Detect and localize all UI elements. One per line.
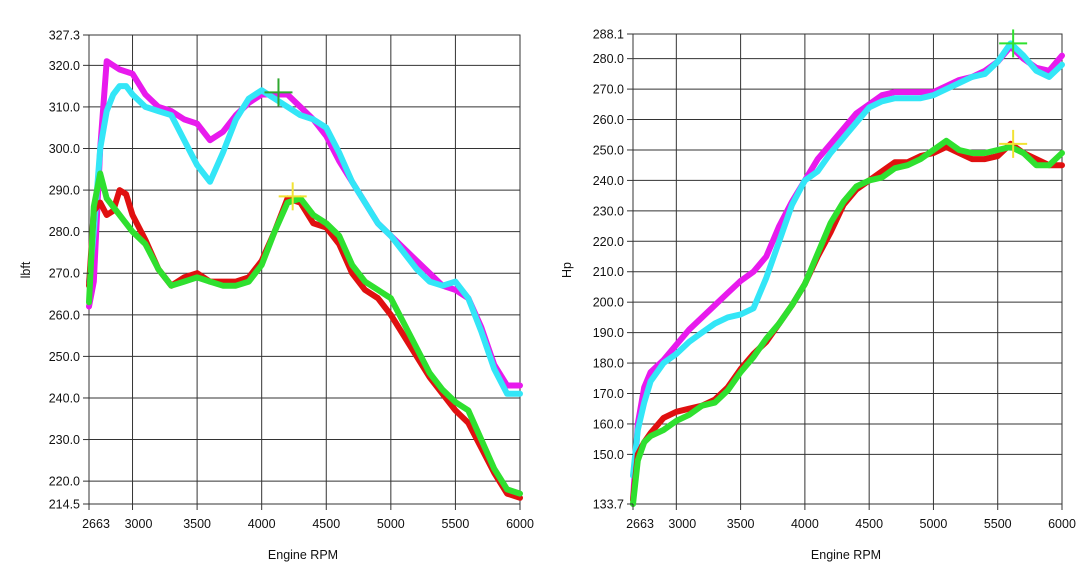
torque-chart: 327.3 320.0 310.0 300.0 290.0 280.0 270.0 260.0… <box>19 29 534 563</box>
y-tick-label: 310.0 <box>49 100 80 114</box>
y-tick-label: 280.0 <box>593 52 624 66</box>
peak-marker <box>264 78 293 107</box>
x-tick-label: 3500 <box>727 517 755 531</box>
y-tick-label: 133.7 <box>593 498 624 512</box>
y-axis-label: lbft <box>19 261 33 278</box>
y-tick-label: 327.3 <box>49 29 80 43</box>
y-tick-label: 260.0 <box>593 113 624 127</box>
y-tick-label: 240.0 <box>49 391 80 405</box>
peak-marker <box>999 29 1028 58</box>
y-tick-label: 320.0 <box>49 59 80 73</box>
x-tick-label: 5000 <box>377 517 405 531</box>
y-tick-label: 210.0 <box>593 265 624 279</box>
x-axis-ticks: 2663 3000 3500 4000 4500 5000 5500 6000 <box>82 504 534 531</box>
x-tick-label: 3500 <box>183 517 211 531</box>
peak-marker <box>278 182 307 211</box>
y-tick-label: 270.0 <box>49 267 80 281</box>
y-tick-label: 240.0 <box>593 174 624 188</box>
series-line-1 <box>630 40 1065 479</box>
y-axis-label: Hp <box>560 262 574 278</box>
x-tick-label: 3000 <box>125 517 153 531</box>
y-tick-label: 230.0 <box>49 433 80 447</box>
y-tick-label: 170.0 <box>593 387 624 401</box>
y-axis-ticks: 288.1 280.0 270.0 260.0 250.0 240.0 230.0 220.0… <box>593 28 633 512</box>
x-tick-label: 4500 <box>312 517 340 531</box>
series-line-1 <box>86 83 523 397</box>
series-line-3 <box>630 137 1065 507</box>
y-tick-label: 260.0 <box>49 308 80 322</box>
y-tick-label: 230.0 <box>593 204 624 218</box>
x-axis-label: Engine RPM <box>268 548 338 562</box>
plot-frame <box>632 33 1063 505</box>
peak-marker <box>999 129 1028 158</box>
y-tick-label: 220.0 <box>593 235 624 249</box>
y-tick-label: 200.0 <box>593 296 624 310</box>
grid <box>632 33 1063 505</box>
y-axis-ticks: 327.3 320.0 310.0 300.0 290.0 280.0 270.0 260.0… <box>49 29 89 512</box>
series-lines <box>86 58 523 501</box>
x-tick-label: 4000 <box>248 517 276 531</box>
y-tick-label: 288.1 <box>593 28 624 42</box>
y-tick-label: 220.0 <box>49 475 80 489</box>
torque-chart-panel: 327.3 320.0 310.0 300.0 290.0 280.0 270.0 260.0… <box>0 0 540 574</box>
x-axis-label: Engine RPM <box>811 548 881 562</box>
series-lines <box>630 40 1065 507</box>
x-tick-label: 6000 <box>506 517 534 531</box>
y-tick-label: 214.5 <box>49 498 80 512</box>
y-tick-label: 190.0 <box>593 326 624 340</box>
x-tick-label: 5500 <box>442 517 470 531</box>
peak-markers <box>999 29 1028 158</box>
x-tick-label: 6000 <box>1048 517 1076 531</box>
x-tick-label: 3000 <box>668 517 696 531</box>
peak-markers <box>264 78 307 211</box>
y-tick-label: 150.0 <box>593 448 624 462</box>
x-tick-label: 2663 <box>82 517 110 531</box>
x-axis-ticks: 2663 3000 3500 4000 4500 5000 5500 6000 <box>626 504 1076 531</box>
y-tick-label: 180.0 <box>593 357 624 371</box>
horsepower-chart: 288.1 280.0 270.0 260.0 250.0 240.0 230.0 220.0… <box>560 28 1076 563</box>
x-tick-label: 4000 <box>791 517 819 531</box>
y-tick-label: 250.0 <box>49 350 80 364</box>
horsepower-chart-panel: 288.1 280.0 270.0 260.0 250.0 240.0 230.0 220.0… <box>541 0 1083 574</box>
x-tick-label: 4500 <box>855 517 883 531</box>
y-tick-label: 160.0 <box>593 417 624 431</box>
y-tick-label: 280.0 <box>49 225 80 239</box>
y-tick-label: 300.0 <box>49 142 80 156</box>
x-tick-label: 2663 <box>626 517 654 531</box>
y-tick-label: 290.0 <box>49 184 80 198</box>
x-tick-label: 5500 <box>984 517 1012 531</box>
x-tick-label: 5000 <box>920 517 948 531</box>
y-tick-label: 250.0 <box>593 143 624 157</box>
series-line-2 <box>630 140 1065 503</box>
y-tick-label: 270.0 <box>593 83 624 97</box>
series-line-3 <box>86 170 523 497</box>
